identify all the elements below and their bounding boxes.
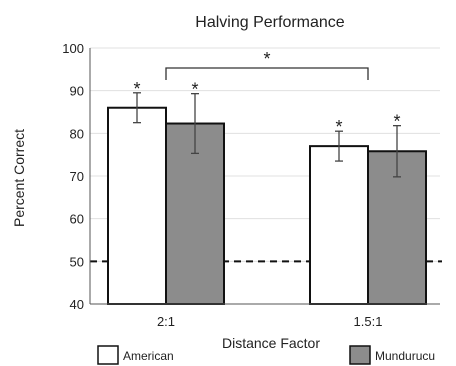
comparison-bracket: * (165, 49, 369, 80)
significance-star: * (133, 79, 140, 99)
significance-star: * (335, 117, 342, 137)
chart-title: Halving Performance (195, 14, 345, 31)
comparison-bracket-line (165, 67, 369, 80)
legend-swatch-mundurucu (349, 345, 371, 365)
y-axis-ticks: 40 50 60 70 80 90 100 (62, 41, 84, 312)
legend-swatch-american (97, 345, 119, 365)
y-tick-label: 90 (70, 84, 84, 99)
significance-star: * (393, 112, 400, 132)
legend: American Mundurucu (97, 345, 435, 365)
bar-american-1 (309, 145, 369, 305)
significance-stars: * * * * (133, 79, 400, 137)
significance-star: * (191, 80, 198, 100)
y-tick-label: 70 (70, 169, 84, 184)
bar-american-0 (107, 106, 167, 305)
legend-label-mundurucu: Mundurucu (375, 349, 435, 363)
x-tick-label: 1.5:1 (354, 314, 383, 329)
y-tick-label: 40 (70, 297, 84, 312)
y-axis-label: Percent Correct (11, 129, 27, 227)
y-tick-label: 50 (70, 254, 84, 269)
legend-label-american: American (123, 349, 174, 363)
y-tick-label: 60 (70, 212, 84, 227)
y-tick-label: 100 (62, 41, 84, 56)
error-bars (133, 92, 401, 178)
x-tick-label: 2:1 (157, 314, 175, 329)
y-tick-label: 80 (70, 126, 84, 141)
x-axis-label: Distance Factor (222, 335, 320, 351)
bars (107, 106, 427, 305)
axes (89, 48, 440, 305)
x-axis-ticks: 2:1 1.5:1 (157, 314, 383, 329)
comparison-star: * (263, 49, 270, 69)
